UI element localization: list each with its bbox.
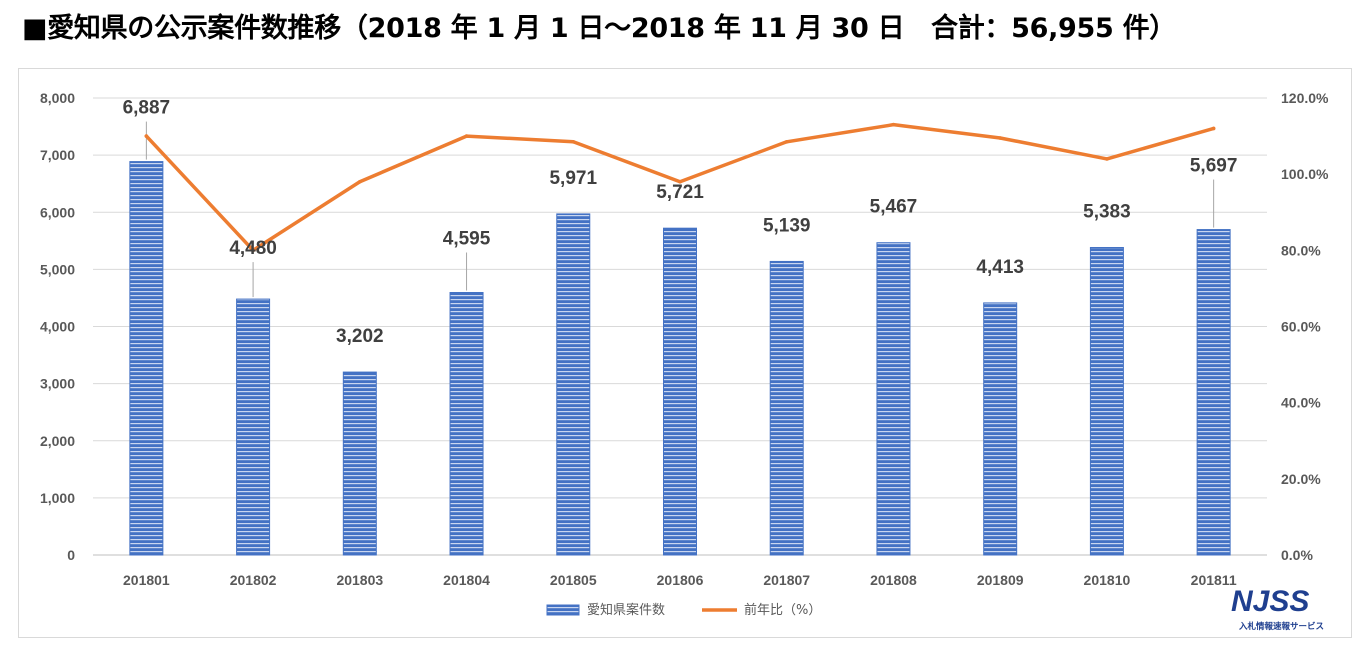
bar-201804 [449, 292, 484, 556]
yoy-point-201808 [891, 122, 896, 127]
bar-201809 [983, 302, 1018, 556]
yoy-point-201801 [144, 134, 149, 138]
yoy-point-201806 [678, 179, 682, 184]
yoy-point-201803 [358, 179, 362, 184]
yoy-point-201811 [1211, 126, 1216, 131]
data-label-201802: 4,480 [229, 238, 277, 259]
y-right-tick-label: 100.0% [1281, 166, 1329, 182]
yoy-point-201805 [571, 139, 576, 144]
y-left-tick-label: 7,000 [40, 147, 75, 163]
x-tick-label: 201806 [657, 572, 704, 588]
yoy-point-201802 [251, 248, 255, 253]
bar-201807 [769, 260, 804, 556]
page-title: ■愛知県の公示案件数推移（2018 年 1 月 1 日～2018 年 11 月 … [22, 13, 1177, 44]
y-right-tick-label: 0.0% [1281, 547, 1313, 563]
x-tick-label: 201805 [550, 572, 597, 588]
legend-bar-swatch [546, 604, 580, 616]
x-tick-label: 201801 [123, 572, 170, 588]
logo-text: NJSS [1231, 585, 1309, 618]
yoy-point-201810 [1105, 157, 1109, 161]
bar-201811 [1196, 229, 1231, 556]
y-left-tick-label: 8,000 [40, 90, 75, 106]
bar-201803 [342, 371, 377, 556]
y-right-tick-label: 120.0% [1281, 90, 1329, 106]
data-label-201810: 5,383 [1083, 201, 1131, 222]
data-label-201808: 5,467 [870, 197, 918, 218]
label-leaders [145, 121, 1215, 298]
bar-201806 [663, 227, 697, 556]
yoy-point-201807 [784, 139, 789, 144]
x-tick-label: 201802 [230, 572, 277, 588]
x-tick-label: 201804 [443, 572, 490, 588]
data-label-201811: 5,697 [1190, 156, 1238, 177]
y-left-tick-label: 5,000 [40, 261, 75, 277]
y-left-tick-label: 0 [67, 547, 75, 563]
y-right-tick-label: 60.0% [1281, 319, 1321, 335]
y-axis-left: 0 1,000 2,000 3,000 4,000 5,000 6,000 7,000 8,00… [40, 90, 75, 563]
x-tick-label: 201811 [1191, 572, 1237, 588]
yoy-point-201809 [998, 136, 1002, 140]
bar-201805 [556, 213, 591, 556]
bars [129, 161, 1231, 556]
x-axis: 201801 201802 201803 201804 201805 201806 2018… [123, 572, 1237, 588]
data-label-201806: 5,721 [656, 182, 704, 203]
data-label-201803: 3,202 [336, 326, 384, 347]
bar-201801 [129, 161, 164, 556]
data-label-201805: 5,971 [549, 168, 597, 189]
bar-201802 [236, 298, 271, 556]
y-left-tick-label: 3,000 [40, 376, 75, 392]
legend-line-label: 前年比（%） [744, 602, 821, 618]
data-label-201804: 4,595 [443, 229, 491, 250]
y-left-tick-label: 6,000 [40, 204, 75, 220]
y-right-tick-label: 20.0% [1281, 471, 1321, 487]
x-tick-label: 201807 [763, 572, 810, 588]
yoy-point-201804 [464, 134, 469, 138]
x-tick-label: 201803 [336, 572, 383, 588]
data-label-201801: 6,887 [123, 98, 171, 119]
legend: 愛知県案件数 前年比（%） [546, 602, 821, 618]
data-label-201809: 4,413 [976, 257, 1024, 278]
x-tick-label: 201809 [977, 572, 1024, 588]
y-axis-right: 0.0% 20.0% 40.0% 60.0% 80.0% 100.0% 120.0% [1281, 90, 1329, 563]
bar-201808 [876, 242, 911, 556]
data-labels: 6,887 4,480 3,202 4,595 5,971 5,721 5,139 5,467… [123, 98, 1238, 348]
y-left-tick-label: 2,000 [40, 433, 75, 449]
y-left-tick-label: 1,000 [40, 490, 75, 506]
bar-201810 [1089, 246, 1124, 556]
data-label-201807: 5,139 [763, 215, 811, 236]
njss-logo: NJSS 入札情報速報サービス [1231, 585, 1324, 632]
y-right-tick-label: 80.0% [1281, 242, 1321, 258]
logo-subtitle: 入札情報速報サービス [1238, 621, 1324, 632]
combo-chart: 0 1,000 2,000 3,000 4,000 5,000 6,000 7,000 8,00… [40, 90, 1329, 632]
y-left-tick-label: 4,000 [40, 319, 75, 335]
yoy-line [144, 122, 1216, 253]
y-right-tick-label: 40.0% [1281, 395, 1321, 411]
legend-bar-label: 愛知県案件数 [587, 602, 665, 618]
x-tick-label: 201808 [870, 572, 917, 588]
x-tick-label: 201810 [1084, 572, 1131, 588]
chart-frame: 0 1,000 2,000 3,000 4,000 5,000 6,000 7,000 8,00… [18, 68, 1352, 638]
